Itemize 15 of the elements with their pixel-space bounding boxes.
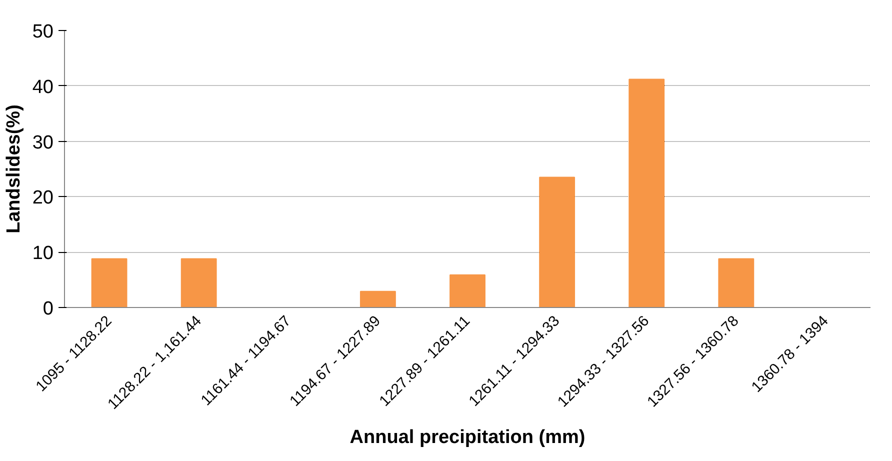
bar <box>450 274 486 308</box>
y-axis-title: Landslides(%) <box>3 104 24 234</box>
bar <box>718 258 754 308</box>
bar <box>91 258 128 308</box>
y-tick-label: 0 <box>42 298 54 320</box>
x-axis-title: Annual precipitation (mm) <box>350 426 586 448</box>
y-tick-label: 20 <box>32 188 54 209</box>
y-tick-label: 50 <box>32 22 54 42</box>
bar <box>539 176 576 308</box>
y-tick-label: 30 <box>32 132 54 154</box>
bar <box>180 258 217 308</box>
bar <box>360 290 396 308</box>
y-tick-label: 10 <box>32 243 54 264</box>
y-tick-label: 40 <box>32 76 54 98</box>
bar <box>628 78 665 308</box>
